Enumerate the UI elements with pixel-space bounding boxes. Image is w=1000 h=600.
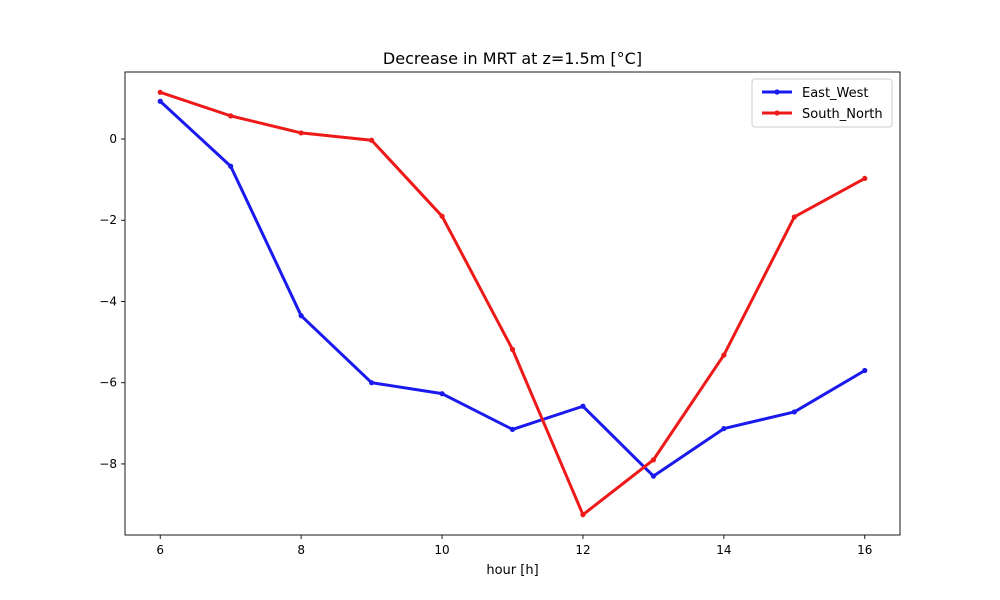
data-point: [862, 367, 868, 374]
data-point: [228, 163, 234, 169]
series-South_North: [157, 89, 868, 518]
chart-title: Decrease in MRT at z=1.5m [°C]: [383, 49, 642, 68]
series-line: [158, 90, 867, 517]
data-point: [580, 512, 586, 518]
data-point: [157, 98, 163, 104]
data-point: [509, 426, 516, 433]
x-axis-label: hour [h]: [486, 563, 538, 578]
legend-label: South_North: [802, 107, 883, 122]
data-point: [368, 380, 375, 386]
legend-swatch-marker: [774, 110, 780, 116]
plot-frame: [124, 71, 901, 536]
data-point: [650, 473, 657, 479]
x-tick-label: 10: [434, 543, 449, 557]
legend-label: East_West: [802, 86, 869, 101]
plot-area: [124, 71, 901, 536]
y-tick-label: 0: [109, 132, 117, 146]
data-point: [721, 425, 727, 432]
x-tick-label: 6: [156, 543, 164, 557]
y-tick-label: −6: [99, 376, 117, 390]
data-point: [298, 313, 304, 319]
y-tick-label: −8: [99, 457, 117, 471]
data-point: [791, 214, 797, 220]
series-East_West: [157, 98, 868, 479]
y-axis-ticks: 0 −2 −4 −6 −8: [99, 132, 125, 471]
y-tick-label: −2: [99, 213, 117, 227]
data-point: [721, 352, 727, 358]
data-point: [439, 213, 445, 219]
data-point: [228, 113, 234, 119]
x-axis-ticks: 6 8 10 12 14 16: [156, 535, 872, 557]
data-point: [157, 89, 163, 95]
x-tick-label: 12: [575, 543, 590, 557]
data-point: [298, 130, 304, 136]
data-point: [439, 391, 445, 397]
data-point: [791, 409, 797, 415]
data-point: [509, 346, 516, 352]
data-point: [580, 403, 586, 409]
data-point: [862, 175, 868, 182]
x-tick-label: 16: [857, 543, 872, 557]
legend-swatch-marker: [774, 89, 780, 95]
legend: East_West South_North: [751, 78, 893, 128]
series-layer: [157, 89, 868, 518]
x-tick-label: 14: [716, 543, 731, 557]
x-tick-label: 8: [297, 543, 305, 557]
y-tick-label: −4: [99, 294, 117, 308]
data-point: [650, 457, 657, 463]
data-point: [368, 137, 375, 143]
